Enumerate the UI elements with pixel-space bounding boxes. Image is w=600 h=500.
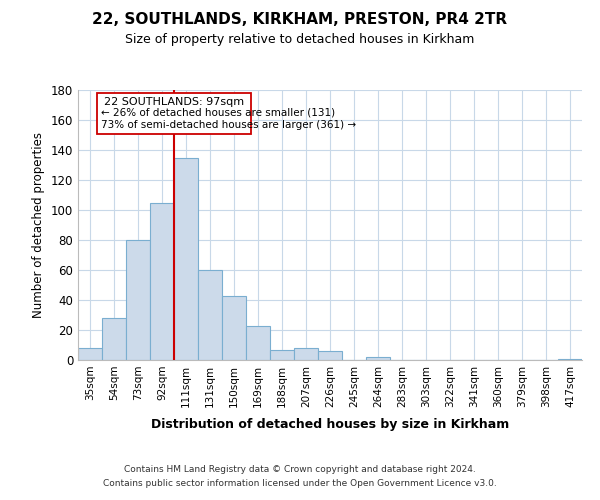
Bar <box>126 240 150 360</box>
Bar <box>246 326 270 360</box>
Bar <box>318 351 342 360</box>
Text: 22 SOUTHLANDS: 97sqm: 22 SOUTHLANDS: 97sqm <box>104 97 244 107</box>
Text: Contains HM Land Registry data © Crown copyright and database right 2024.
Contai: Contains HM Land Registry data © Crown c… <box>103 466 497 487</box>
Bar <box>174 158 198 360</box>
Bar <box>558 358 582 360</box>
Bar <box>198 270 222 360</box>
Text: 73% of semi-detached houses are larger (361) →: 73% of semi-detached houses are larger (… <box>101 120 356 130</box>
Bar <box>270 350 294 360</box>
Text: 22, SOUTHLANDS, KIRKHAM, PRESTON, PR4 2TR: 22, SOUTHLANDS, KIRKHAM, PRESTON, PR4 2T… <box>92 12 508 28</box>
Bar <box>366 357 390 360</box>
Bar <box>294 348 318 360</box>
X-axis label: Distribution of detached houses by size in Kirkham: Distribution of detached houses by size … <box>151 418 509 431</box>
Bar <box>102 318 126 360</box>
Text: ← 26% of detached houses are smaller (131): ← 26% of detached houses are smaller (13… <box>101 108 335 118</box>
Bar <box>150 202 174 360</box>
Y-axis label: Number of detached properties: Number of detached properties <box>32 132 45 318</box>
Bar <box>97 93 251 134</box>
Bar <box>222 296 246 360</box>
Text: Size of property relative to detached houses in Kirkham: Size of property relative to detached ho… <box>125 32 475 46</box>
Bar <box>78 348 102 360</box>
